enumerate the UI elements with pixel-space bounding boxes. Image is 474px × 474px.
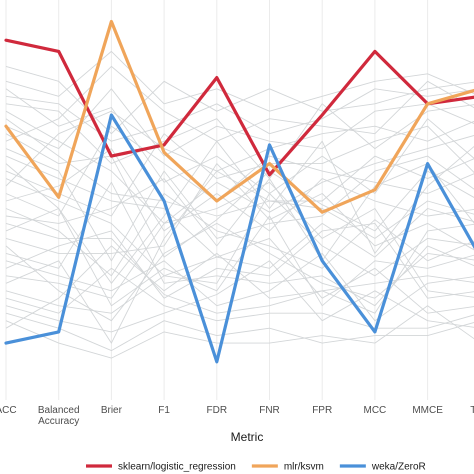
legend: sklearn/logistic_regression mlr/ksvm weka/… xyxy=(86,462,426,473)
background-series-line-34 xyxy=(5,223,474,329)
background-series-line-29 xyxy=(5,103,474,180)
x-tick-label-f1: F1 xyxy=(158,405,170,416)
x-tick-label-fdr: FDR xyxy=(207,405,228,416)
x-tick-label-mcc: MCC xyxy=(364,405,387,416)
background-series-line-25 xyxy=(5,140,474,284)
background-series-line-6 xyxy=(5,125,474,217)
x-tick-label-fnr: FNR xyxy=(259,405,280,416)
highlighted-series-lines xyxy=(4,19,474,364)
background-series-line-2 xyxy=(5,110,474,224)
background-series-line-31 xyxy=(5,267,474,329)
background-series-line-27 xyxy=(5,110,474,187)
series-line-mlr-ksvm xyxy=(4,19,474,214)
background-series-line-14 xyxy=(5,305,474,359)
background-series-line-26 xyxy=(5,222,474,322)
background-series-line-32 xyxy=(5,312,474,352)
background-series-line-22 xyxy=(5,118,474,217)
legend-label-mlr-ksvm: mlr/ksvm xyxy=(284,462,324,473)
background-series-line-4 xyxy=(5,155,474,269)
series-line-weka-zeror xyxy=(4,113,474,364)
x-tick-label-fpr: FPR xyxy=(312,405,332,416)
background-series-line-19 xyxy=(5,252,474,322)
x-tick-label-tpr: TPR xyxy=(470,405,474,416)
series-line-sklearn-logistic-regression xyxy=(4,38,474,177)
legend-label-sklearn-logistic-regression: sklearn/logistic_regression xyxy=(118,462,236,473)
x-tick-label-acc: ACC xyxy=(0,405,17,416)
background-series-line-24 xyxy=(5,163,474,262)
x-tick-label-brier: Brier xyxy=(101,405,123,416)
background-series-line-13 xyxy=(5,260,474,333)
x-axis-title: Metric xyxy=(231,430,264,444)
background-series-line-9 xyxy=(5,163,474,254)
x-tick-label-balanced-accuracy: Balanced Accuracy xyxy=(38,405,80,427)
x-tick-label-mmce: MMCE xyxy=(412,405,443,416)
legend-label-weka-zeror: weka/ZeroR xyxy=(371,462,426,473)
background-series-line-28 xyxy=(5,222,474,299)
background-series-line-16 xyxy=(5,88,474,157)
